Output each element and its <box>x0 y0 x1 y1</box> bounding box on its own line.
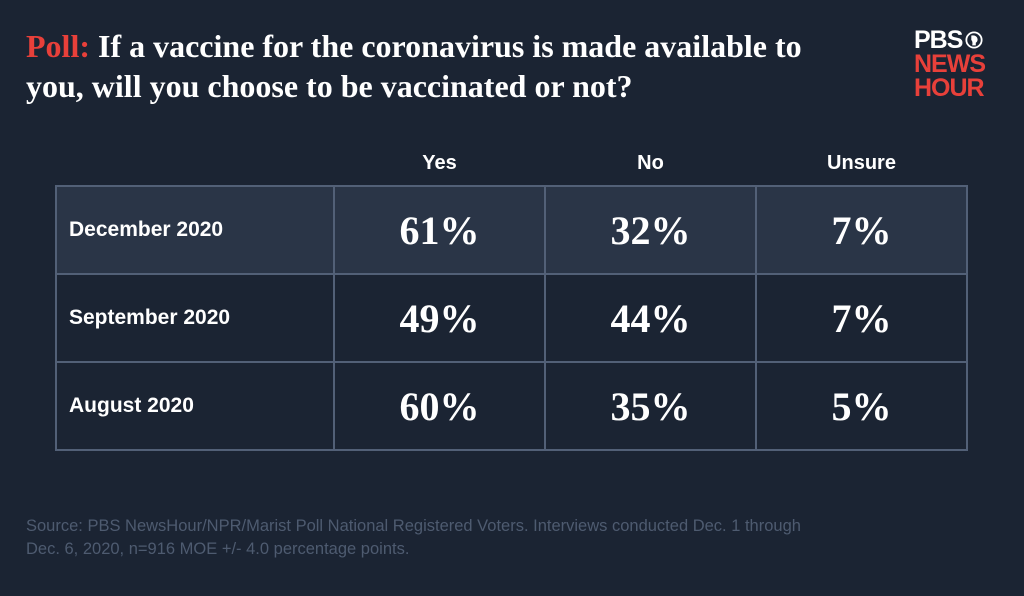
column-header-unsure: Unsure <box>827 152 896 174</box>
value-cell: 60% <box>333 361 546 451</box>
source-note: Source: PBS NewsHour/NPR/Marist Poll Nat… <box>26 517 801 558</box>
value-cell: 35% <box>544 361 757 451</box>
row-label: December 2020 <box>55 185 335 275</box>
pbs-head-icon <box>965 31 983 49</box>
value-cell: 44% <box>544 273 757 363</box>
pbs-newshour-logo: PBS NEWS HOUR <box>914 26 1004 102</box>
column-header-no: No <box>637 152 664 174</box>
value-cell: 7% <box>755 273 968 363</box>
column-header-yes: Yes <box>422 152 457 174</box>
page-title: Poll: If a vaccine for the coronavirus i… <box>26 26 866 106</box>
headline-question: If a vaccine for the coronavirus is made… <box>26 28 802 104</box>
logo-line-3: HOUR <box>914 74 985 102</box>
logo-line-1: PBS <box>914 26 963 54</box>
headline-lead: Poll: <box>26 28 90 64</box>
poll-results-table: December 2020 61% 32% 7% September 2020 … <box>55 185 968 451</box>
row-label: August 2020 <box>55 361 335 451</box>
value-cell: 5% <box>755 361 968 451</box>
table-row: December 2020 61% 32% 7% <box>55 185 968 275</box>
value-cell: 61% <box>333 185 546 275</box>
value-cell: 7% <box>755 185 968 275</box>
logo-line-2: NEWS <box>914 50 986 78</box>
value-cell: 32% <box>544 185 757 275</box>
row-label: September 2020 <box>55 273 335 363</box>
table-row: August 2020 60% 35% 5% <box>55 361 968 451</box>
value-cell: 49% <box>333 273 546 363</box>
table-row: September 2020 49% 44% 7% <box>55 273 968 363</box>
